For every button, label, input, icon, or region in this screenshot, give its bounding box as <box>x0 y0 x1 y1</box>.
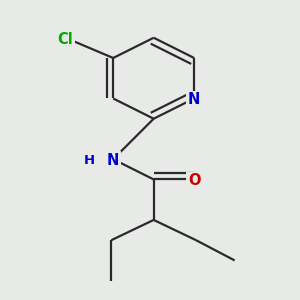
Text: H: H <box>84 154 95 167</box>
Text: N: N <box>188 92 200 107</box>
Text: N: N <box>107 153 119 168</box>
Text: Cl: Cl <box>58 32 73 47</box>
Text: O: O <box>188 173 200 188</box>
